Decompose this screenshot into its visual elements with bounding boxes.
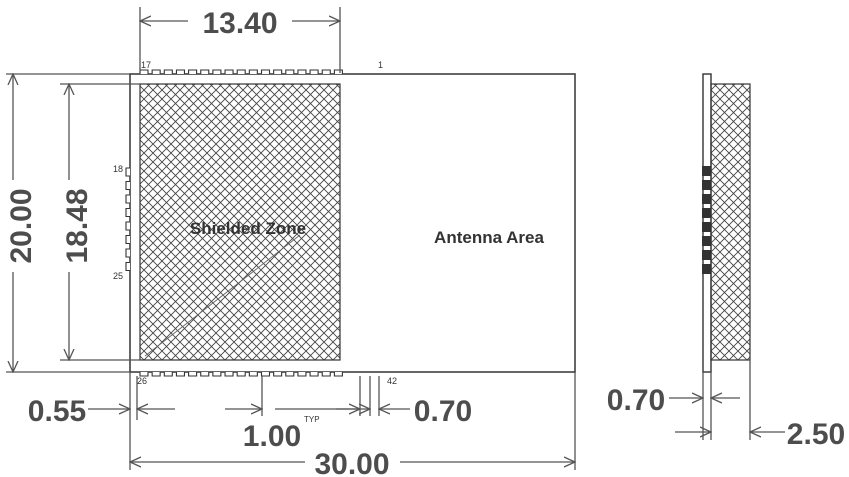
dim-total-height: 20.00 [5,188,38,263]
top-pad [333,69,343,74]
bottom-pad [309,372,319,377]
left-pad [125,261,130,272]
side-pad [702,250,711,260]
left-pad [125,194,130,204]
bottom-pad [273,372,283,377]
pin-17-label: 17 [141,60,151,70]
bottom-pad [321,372,331,377]
pin-1-label: 1 [378,60,383,70]
bottom-pad [163,372,173,377]
side-view-shield [710,83,751,361]
dim-pad-pitch-note: TYP [304,415,320,424]
top-pad [212,69,222,74]
bottom-pad [260,372,271,377]
side-pad [702,236,711,246]
left-pad [125,167,130,177]
bottom-pad [212,372,222,377]
left-pad [125,207,130,218]
bottom-pad [188,372,198,377]
bottom-pad [248,372,258,377]
left-pad-column [125,167,130,272]
left-pad [125,234,130,245]
top-pad [309,69,319,74]
top-pad [139,69,149,74]
bottom-pad [297,372,307,377]
bottom-pad [236,372,246,377]
top-pad [188,69,198,74]
pin-42-label: 42 [387,376,397,386]
left-pad [125,248,130,258]
dim-shield-width: 13.40 [202,7,277,40]
left-pad [125,180,130,191]
bottom-pad [224,372,234,377]
top-pad [248,69,258,74]
side-pad [702,208,711,218]
shield-diagonal [144,234,301,357]
antenna-area-label: Antenna Area [434,228,544,247]
dim-side-thickness: 2.50 [787,418,845,451]
dim-pad-pitch: 1.00 [243,420,301,453]
side-pad [702,222,711,232]
top-pad [163,69,173,74]
side-pad [702,264,711,274]
top-pad [321,69,331,74]
top-pad [224,69,234,74]
top-pad [200,69,210,74]
bottom-pad [175,372,185,377]
pin-25-label: 25 [113,271,123,281]
left-pad [125,221,130,231]
bottom-pad [139,372,149,377]
top-pad [273,69,283,74]
top-pad [236,69,246,74]
dim-shield-height: 18.48 [61,188,94,263]
top-pad [297,69,307,74]
side-pad [702,166,711,176]
dim-side-pad-width: 0.70 [607,384,665,417]
top-pad [175,69,185,74]
top-pad [151,69,161,74]
top-pad-row [139,69,343,74]
dim-edge-offset: 0.55 [28,395,86,428]
top-pad [285,69,295,74]
bottom-pad [200,372,210,377]
top-pad [260,69,271,74]
side-view-pads [702,166,711,274]
bottom-pad-row [139,372,343,377]
pin-18-label: 18 [113,164,123,174]
bottom-pad [151,372,161,377]
side-pad [702,194,711,204]
dim-total-width: 30.00 [314,448,389,477]
shielded-zone-label: Shielded Zone [190,219,306,238]
bottom-pad [333,372,343,377]
side-pad [702,180,711,190]
pin-26-label: 26 [137,376,147,386]
shielded-zone [139,83,341,361]
bottom-pad [285,372,295,377]
dim-pad-width: 0.70 [414,395,472,428]
